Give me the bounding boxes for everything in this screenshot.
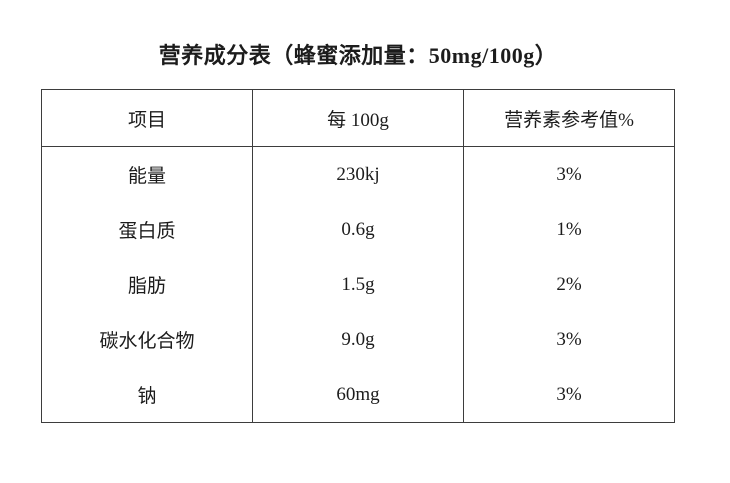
per-100g-cell: 9.0g <box>252 312 464 367</box>
page-title: 营养成分表（蜂蜜添加量：50mg/100g） <box>158 43 558 68</box>
per-100g-cell: 1.5g <box>252 257 464 312</box>
item-cell: 脂肪 <box>41 257 253 312</box>
per-100g-cell: 60mg <box>252 367 464 423</box>
header-item: 项目 <box>41 89 253 147</box>
item-cell: 钠 <box>41 367 253 423</box>
per-100g-cell: 0.6g <box>252 202 464 257</box>
nrv-cell: 1% <box>463 202 675 257</box>
per-100g-cell: 230kj <box>252 146 464 202</box>
table-row: 钠 60mg 3% <box>41 367 675 423</box>
table-row: 能量 230kj 3% <box>41 146 675 202</box>
table-row: 蛋白质 0.6g 1% <box>41 202 675 257</box>
nrv-cell: 3% <box>463 146 675 202</box>
table-row: 脂肪 1.5g 2% <box>41 257 675 312</box>
table-header-row: 项目 每 100g 营养素参考值% <box>41 89 675 147</box>
nrv-cell: 2% <box>463 257 675 312</box>
header-per-100g: 每 100g <box>252 89 464 147</box>
item-cell: 能量 <box>41 146 253 202</box>
item-cell: 碳水化合物 <box>41 312 253 367</box>
nrv-cell: 3% <box>463 367 675 423</box>
table-row: 碳水化合物 9.0g 3% <box>41 312 675 367</box>
header-nrv-percent: 营养素参考值% <box>463 89 675 147</box>
nrv-cell: 3% <box>463 312 675 367</box>
item-cell: 蛋白质 <box>41 202 253 257</box>
nutrition-facts-table: 项目 每 100g 营养素参考值% 能量 230kj 3% 蛋白质 0.6g 1… <box>41 89 675 423</box>
